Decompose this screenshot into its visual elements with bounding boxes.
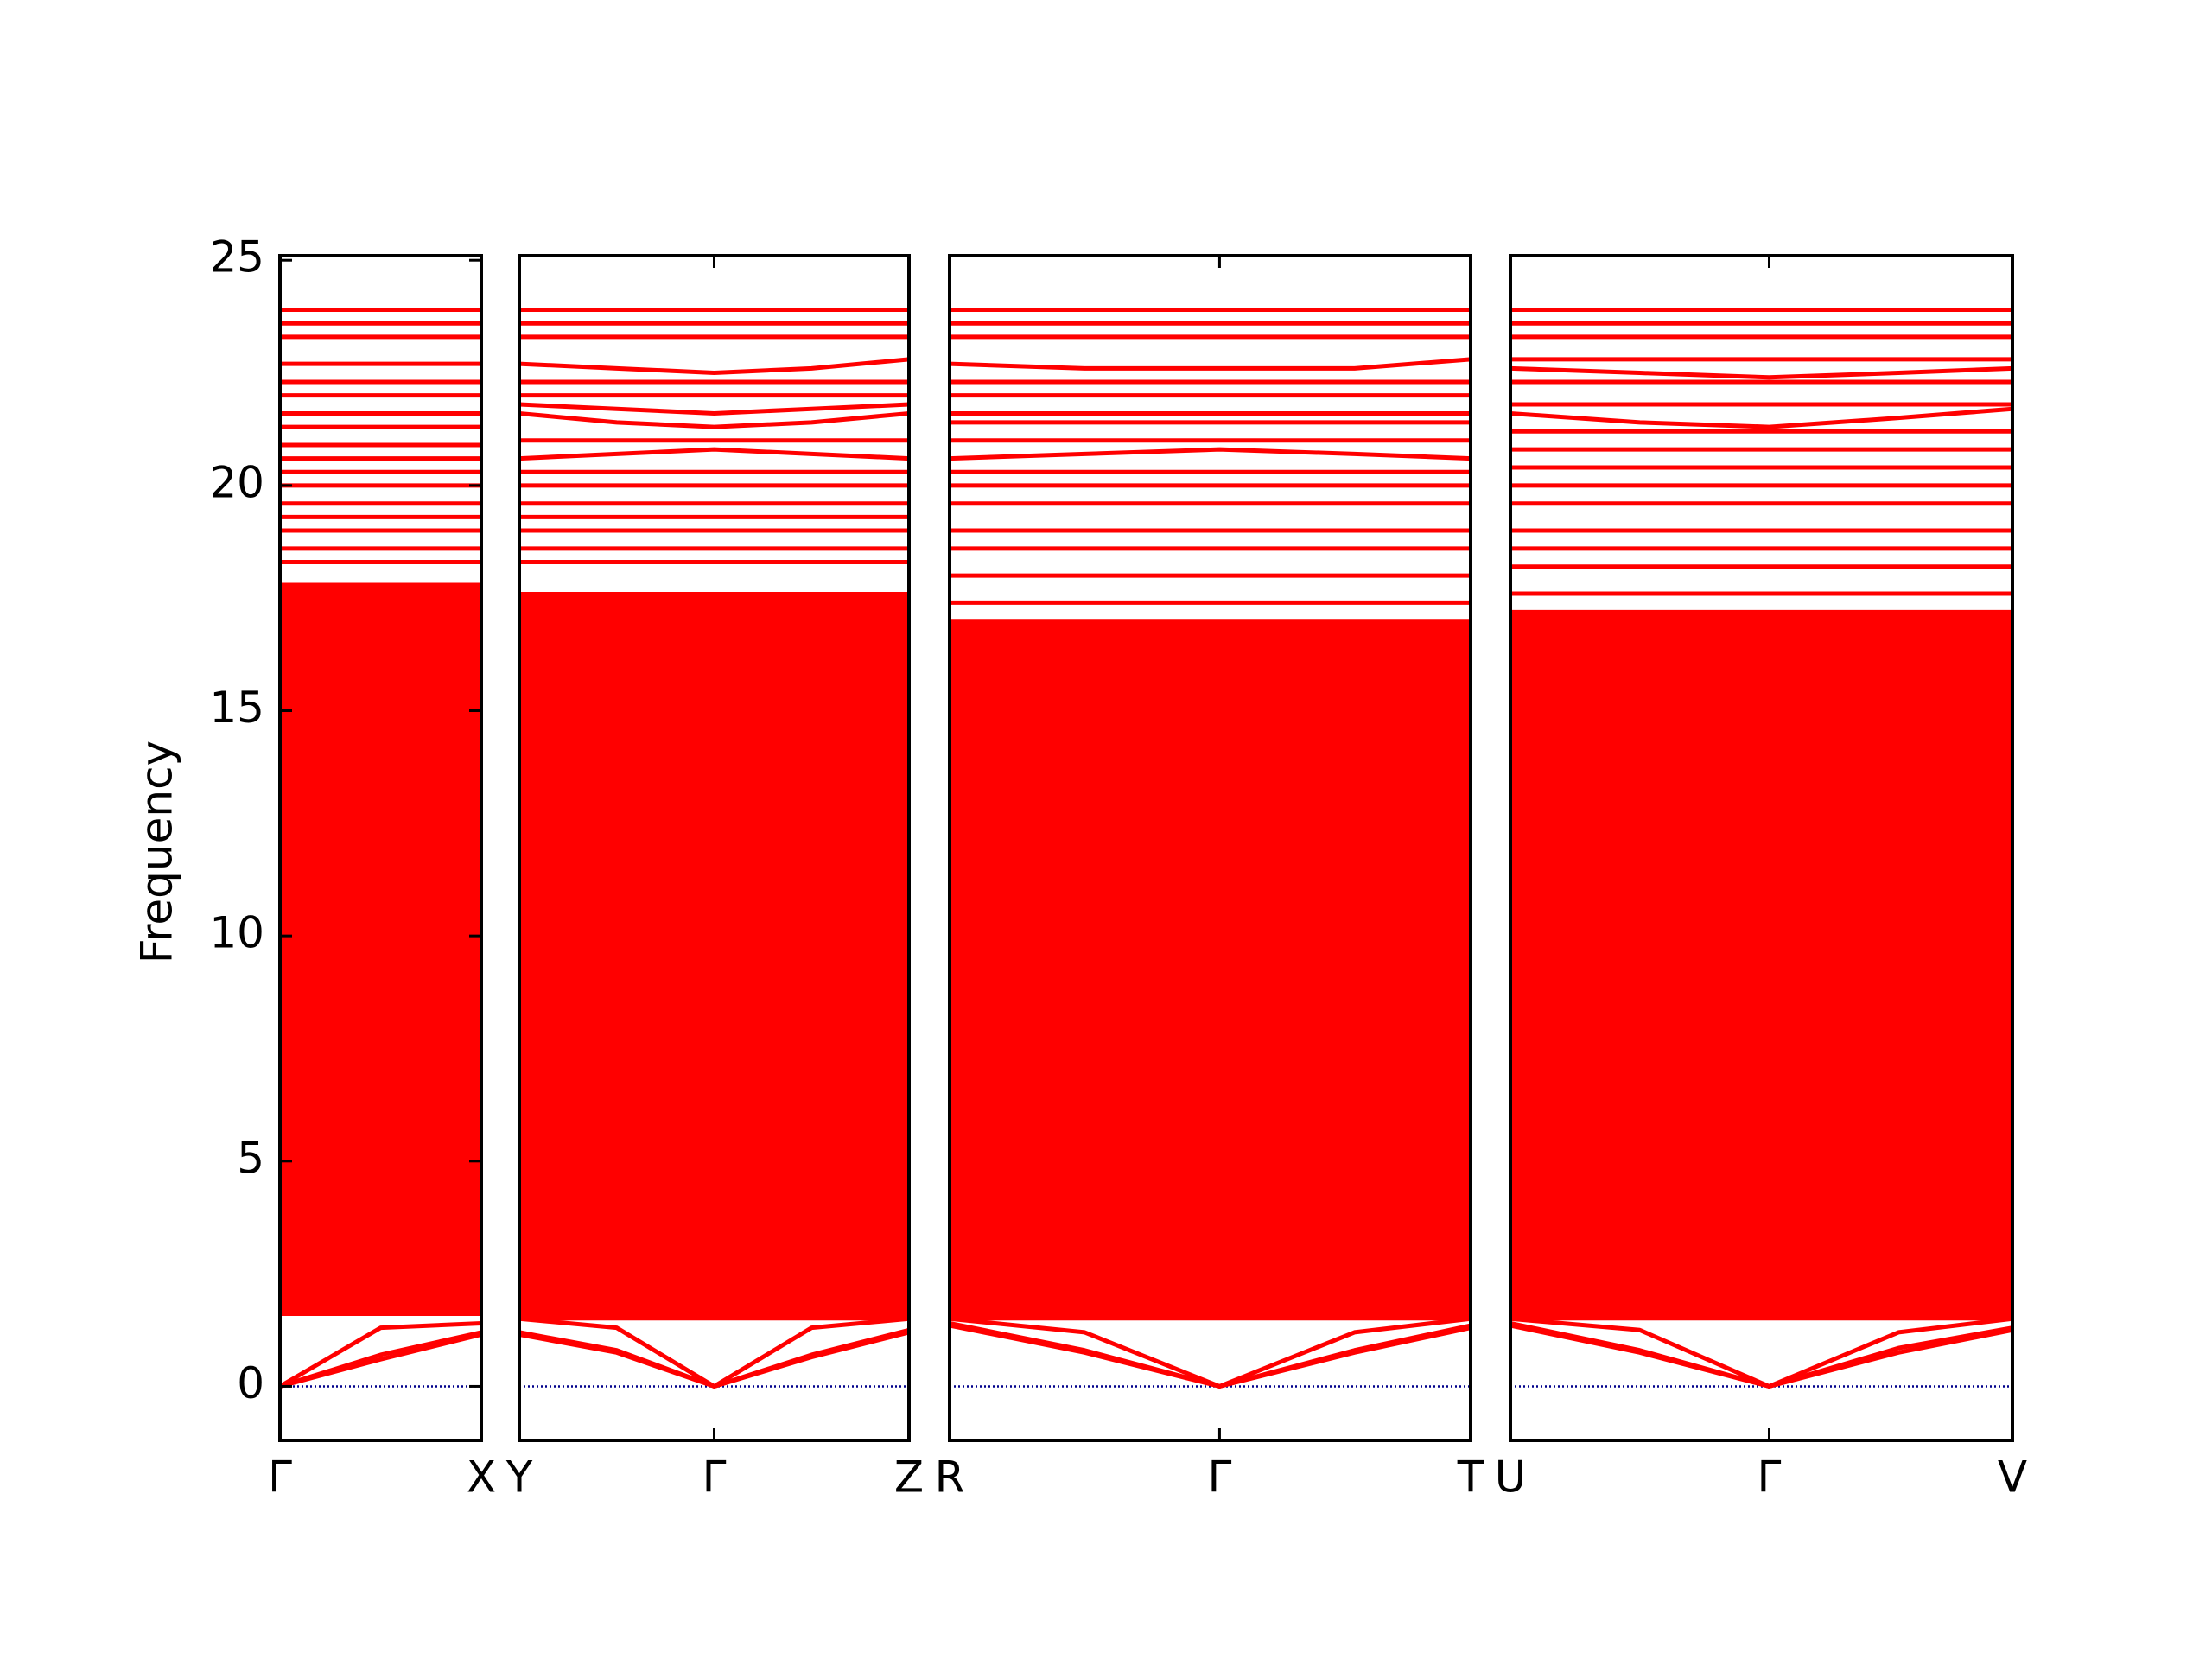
x-tick-label: T (1457, 1452, 1484, 1503)
panel-frame (1509, 254, 2014, 1442)
band-line (949, 1316, 1471, 1389)
x-tick-label: U (1495, 1452, 1527, 1503)
y-tick-label: 5 (237, 1133, 264, 1183)
band-line (949, 1323, 1471, 1389)
y-tick-label: 25 (209, 232, 264, 283)
y-tick-label: 20 (209, 457, 264, 507)
band-area (948, 619, 1472, 1321)
x-tick-label: Γ (1208, 1452, 1232, 1503)
band-line (518, 1330, 910, 1389)
band-line (518, 1316, 910, 1389)
x-tick-label: X (467, 1452, 496, 1503)
band-line (1510, 406, 2013, 429)
panel-frame (278, 254, 483, 1442)
x-tick-label: Y (505, 1452, 533, 1503)
band-line (279, 1332, 482, 1389)
band-area (518, 591, 911, 1321)
band-line (1510, 365, 2013, 380)
band-area (278, 582, 483, 1317)
band-line (518, 447, 910, 461)
y-tick-label: 0 (237, 1358, 264, 1408)
band-line (1510, 1316, 2013, 1389)
band-line (518, 1327, 910, 1389)
x-tick-label: Γ (702, 1452, 727, 1503)
x-tick-label: R (935, 1452, 965, 1503)
band-line (278, 1320, 482, 1389)
x-tick-label: Γ (1758, 1452, 1782, 1503)
y-tick-label: 15 (209, 683, 264, 733)
band-line (518, 410, 910, 429)
x-tick-label: V (1998, 1452, 2027, 1503)
band-line (518, 357, 910, 376)
band-line (1510, 1321, 2013, 1389)
y-tick-label: 10 (209, 908, 264, 958)
band-line (1510, 1323, 2013, 1389)
band-line (949, 447, 1471, 461)
x-tick-label: Γ (268, 1452, 292, 1503)
band-line (949, 1321, 1471, 1389)
band-line (949, 357, 1471, 371)
band-area (1509, 609, 2014, 1321)
x-tick-label: Z (894, 1452, 924, 1503)
band-line (518, 402, 910, 416)
y-axis-label: Frequency (132, 741, 182, 963)
panel-frame (948, 254, 1472, 1442)
